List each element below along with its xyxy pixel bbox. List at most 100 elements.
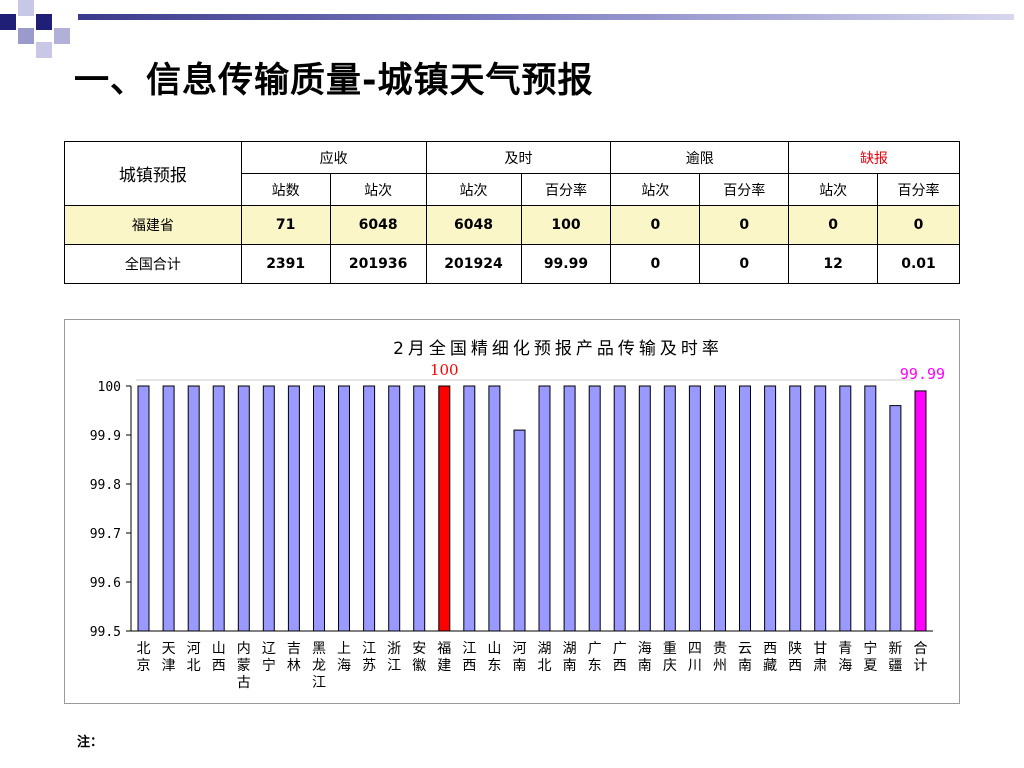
bar (513, 429, 526, 632)
x-axis-labels: 北京天津河北山西内蒙古辽宁吉林黑龙江上海江苏浙江安徽福建江西山东河南湖北湖南广东… (137, 640, 928, 691)
table-cell: 0 (610, 205, 701, 245)
table-cell: 0 (610, 244, 701, 284)
x-tick-label: 内蒙古 (237, 641, 251, 691)
chart-title: 2月全国精细化预报产品传输及时率 (393, 339, 723, 359)
table-row: 福建省 71 6048 6048 100 0 0 0 0 (64, 205, 960, 245)
x-tick-label: 广西 (613, 641, 627, 674)
group-header: 逾限 (610, 141, 790, 174)
y-tick-label: 99.9 (90, 429, 121, 444)
x-tick-label: 湖北 (538, 641, 552, 674)
x-tick-label: 江苏 (362, 641, 376, 674)
bar (764, 385, 777, 632)
x-tick-label: 云南 (738, 641, 752, 674)
bar (638, 385, 651, 632)
table-row: 全国合计 2391 201936 201924 99.99 0 0 12 0.0… (64, 244, 960, 284)
x-tick-label: 贵州 (713, 641, 727, 674)
group-header: 应收 (240, 141, 427, 174)
table-cell: 0.01 (877, 244, 960, 284)
x-tick-label: 辽宁 (262, 641, 276, 674)
bar (363, 385, 376, 632)
y-tick-label: 99.6 (90, 576, 121, 591)
table-cell: 0 (877, 205, 960, 245)
sub-header: 站次 (788, 173, 879, 206)
x-tick-label: 四川 (688, 641, 702, 674)
table-cell: 100 (520, 205, 612, 245)
table-cell: 201924 (425, 244, 522, 284)
y-tick-label: 99.7 (90, 527, 121, 542)
row-name: 全国合计 (64, 244, 242, 284)
bar (663, 385, 676, 632)
bar (162, 385, 175, 632)
x-tick-label: 青海 (838, 641, 852, 674)
x-tick-label: 广东 (588, 641, 602, 674)
y-tick-label: 100 (98, 380, 121, 395)
bar (187, 385, 200, 632)
x-tick-label: 吉林 (287, 641, 301, 674)
table-cell: 12 (788, 244, 879, 284)
x-tick-label: 重庆 (663, 641, 677, 674)
bar (588, 385, 601, 632)
x-tick-label: 上海 (337, 641, 351, 674)
x-tick-label: 黑龙江 (312, 641, 326, 691)
annotation-label: 100 (430, 361, 459, 379)
sub-header: 百分率 (520, 173, 612, 206)
table-cell: 2391 (240, 244, 331, 284)
bar (839, 385, 852, 632)
bar (262, 385, 275, 632)
corner-decoration (0, 0, 80, 60)
bar (889, 405, 902, 632)
table-cell: 99.99 (520, 244, 612, 284)
bar (137, 385, 150, 632)
table-cell: 6048 (329, 205, 427, 245)
sub-header: 百分率 (699, 173, 790, 206)
bar (313, 385, 325, 632)
sub-header: 站次 (610, 173, 701, 206)
x-tick-label: 江西 (462, 641, 476, 674)
bar (789, 385, 802, 632)
bar (864, 385, 877, 632)
x-tick-label: 河北 (187, 641, 201, 674)
table-cell: 0 (699, 244, 790, 284)
group-header: 及时 (425, 141, 612, 174)
x-tick-label: 福建 (437, 641, 451, 674)
x-tick-label: 陕西 (788, 641, 802, 674)
sub-header: 站数 (240, 173, 331, 206)
bar (237, 385, 250, 632)
bar (338, 385, 350, 632)
sub-header: 百分率 (877, 173, 960, 206)
x-tick-label: 北京 (137, 641, 151, 674)
x-tick-label: 合计 (913, 641, 927, 674)
y-tick-label: 99.8 (90, 478, 121, 493)
x-tick-label: 甘肃 (813, 641, 827, 674)
bar (714, 385, 726, 632)
bar (463, 385, 476, 632)
page-title: 一、信息传输质量-城镇天气预报 (74, 61, 594, 101)
bars (137, 385, 927, 632)
x-tick-label: 湖南 (563, 641, 577, 674)
chart-panel: 2月全国精细化预报产品传输及时率 100 99.9 99.8 99.7 99.6 99.5… (64, 319, 960, 704)
bar (388, 385, 401, 632)
sub-header: 站次 (329, 173, 427, 206)
sub-header: 站次 (425, 173, 522, 206)
row-name: 福建省 (64, 205, 242, 245)
bar (914, 390, 927, 632)
transmission-table: 城镇预报 应收 及时 逾限 缺报 站数 站次 站次 百分率 站次 百分率 站次 … (64, 141, 960, 284)
bar (814, 385, 827, 632)
x-tick-label: 山西 (212, 641, 226, 674)
y-tick-label: 99.5 (90, 625, 121, 640)
x-tick-label: 浙江 (387, 641, 401, 674)
table-cell: 0 (699, 205, 790, 245)
table-cell: 6048 (425, 205, 522, 245)
x-tick-label: 安徽 (412, 641, 426, 674)
header-rule (78, 14, 1014, 20)
x-tick-label: 海南 (638, 641, 652, 674)
bar (688, 385, 701, 632)
annotations: 100 99.99 (136, 361, 945, 383)
x-tick-label: 山东 (487, 641, 501, 674)
x-tick-label: 天津 (162, 641, 176, 674)
group-header: 缺报 (788, 141, 960, 174)
annotation-label: 99.99 (900, 365, 945, 383)
x-tick-label: 宁夏 (863, 640, 877, 674)
bar (413, 385, 426, 632)
bar (488, 385, 501, 632)
